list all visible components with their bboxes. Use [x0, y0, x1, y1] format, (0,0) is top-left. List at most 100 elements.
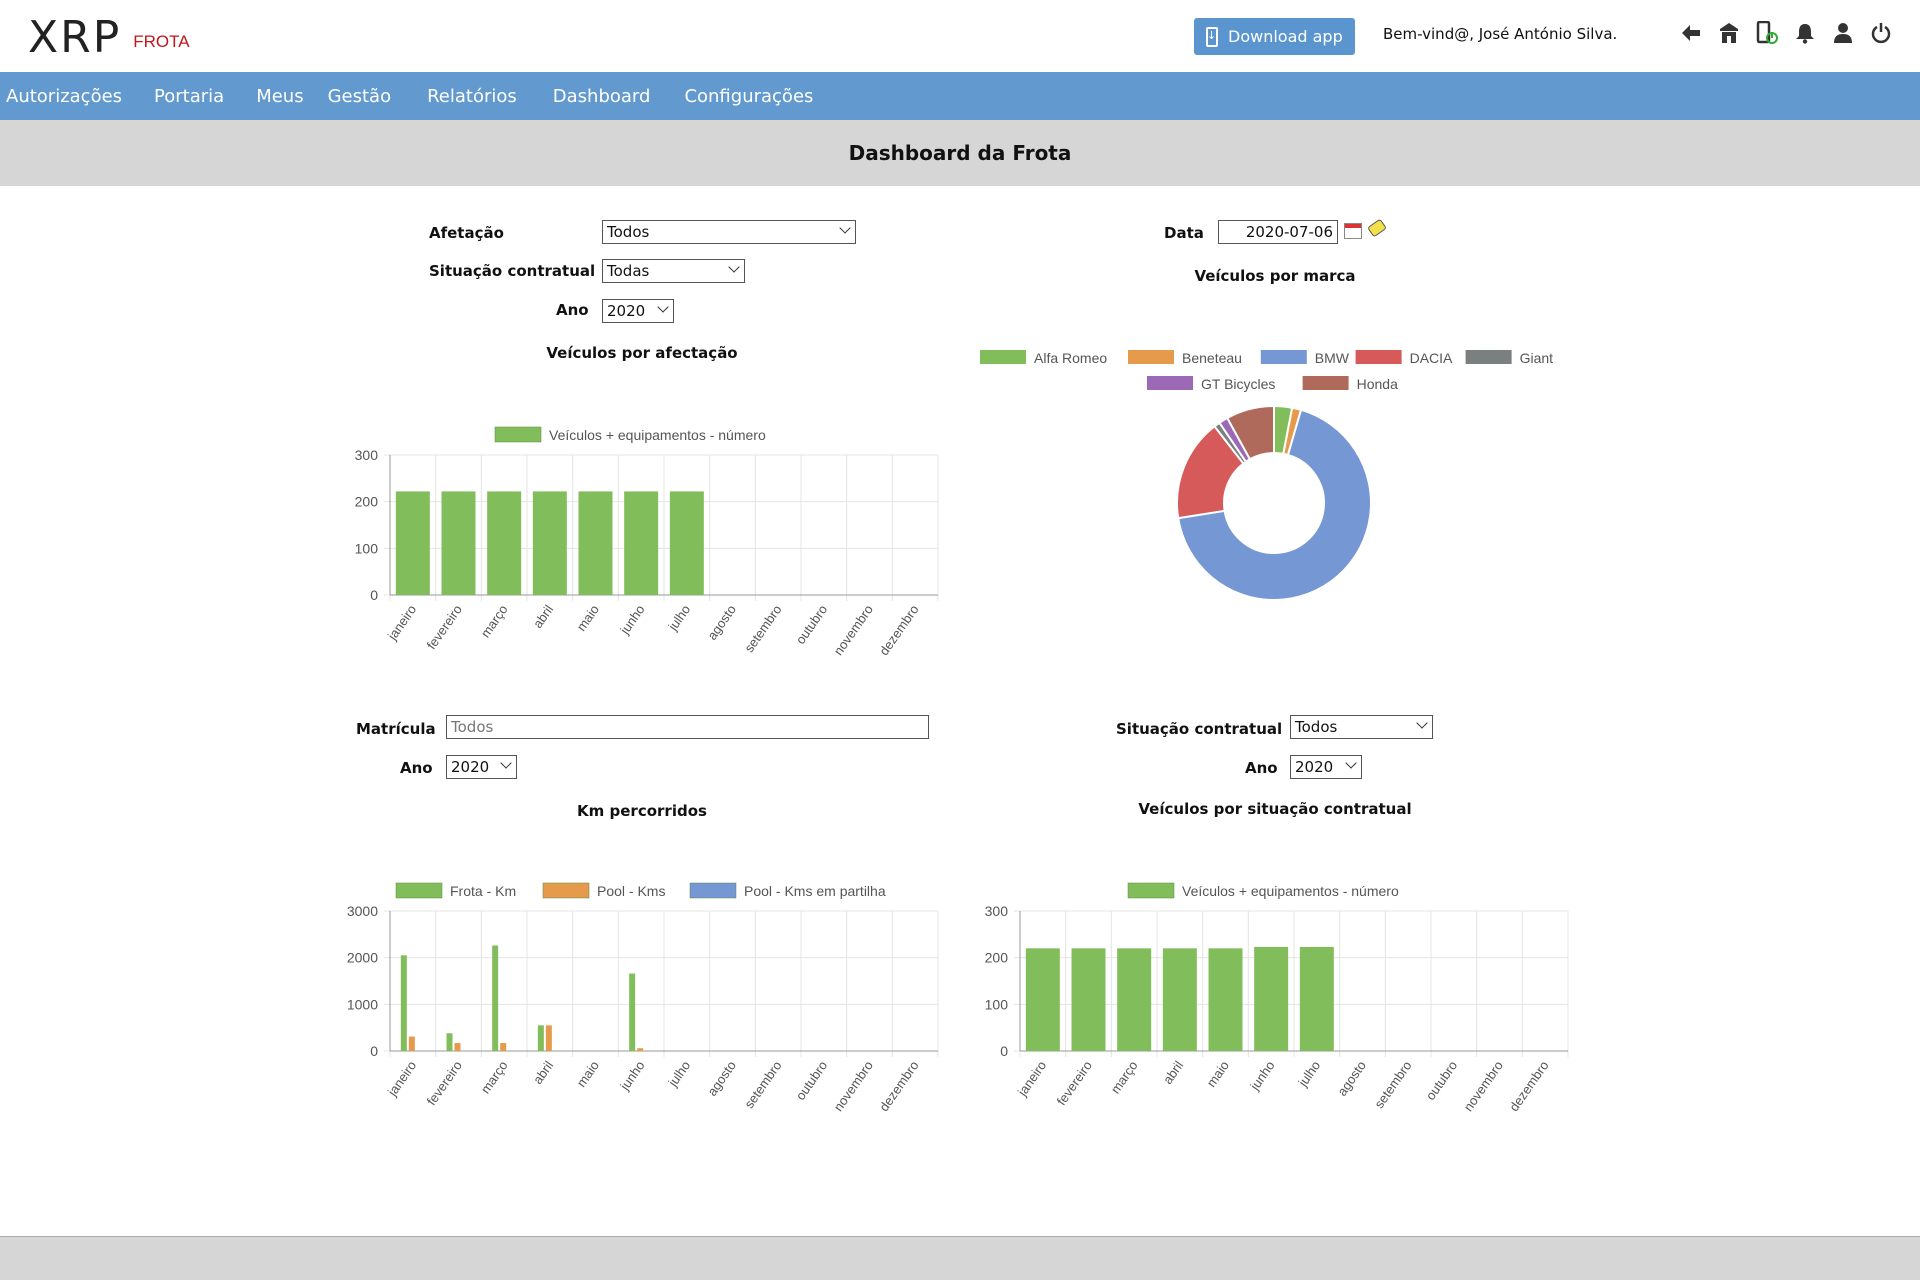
- download-app-button[interactable]: Download app: [1194, 18, 1355, 55]
- x-tick-label: maio: [574, 1058, 602, 1090]
- x-tick-label: julho: [665, 1058, 694, 1090]
- x-tick-label: dezembro: [876, 602, 921, 658]
- footer-bar: [0, 1236, 1920, 1280]
- bar-março: [487, 491, 522, 595]
- legend-swatch: [689, 882, 737, 899]
- legend-swatch: [395, 882, 443, 899]
- y-tick-label: 3000: [347, 903, 378, 919]
- bar-abril: [537, 1025, 544, 1051]
- y-tick-label: 300: [355, 447, 379, 463]
- y-tick-label: 0: [1000, 1043, 1008, 1059]
- afetacao-select[interactable]: Todos: [602, 220, 856, 244]
- data-label: Data: [1164, 224, 1204, 242]
- x-tick-label: maio: [574, 602, 602, 634]
- welcome-message: Bem-vind@, José António Silva.: [1383, 25, 1618, 43]
- bar-junho: [629, 973, 636, 1051]
- bar-junho: [624, 491, 659, 595]
- chart-title-km: Km percorridos: [577, 802, 707, 820]
- nav-gestao[interactable]: Gestão: [327, 85, 392, 107]
- bar-março: [492, 945, 499, 1051]
- x-tick-label: fevereiro: [424, 1058, 465, 1108]
- ano-label-km: Ano: [400, 759, 433, 777]
- bar-junho: [1254, 946, 1289, 1051]
- situacao-contratual-select[interactable]: Todas: [602, 259, 745, 283]
- bar-março: [500, 1043, 507, 1051]
- app-logo[interactable]: XRP FROTA: [28, 11, 190, 63]
- bell-icon[interactable]: [1794, 20, 1816, 46]
- slice-bmw: [1177, 408, 1372, 601]
- bar-janeiro: [1025, 948, 1060, 1051]
- back-arrow-icon[interactable]: [1680, 20, 1702, 46]
- x-tick-label: outubro: [793, 1058, 831, 1103]
- legend-swatch: [1302, 376, 1349, 390]
- y-tick-label: 200: [355, 494, 379, 510]
- header-icons: [1680, 20, 1892, 46]
- bar-janeiro: [395, 491, 430, 595]
- x-tick-label: agosto: [704, 1058, 739, 1099]
- legend-label: Honda: [1357, 376, 1398, 392]
- matricula-input[interactable]: Todos: [446, 715, 929, 739]
- chevron-down-icon: [728, 261, 740, 273]
- ano-select-km[interactable]: 2020: [446, 755, 517, 779]
- x-tick-label: novembro: [831, 602, 876, 658]
- situacao-contratual-select-2[interactable]: Todos: [1290, 715, 1433, 739]
- power-icon[interactable]: [1870, 20, 1892, 46]
- chart-title-situacao: Veículos por situação contratual: [1138, 800, 1412, 818]
- x-tick-label: novembro: [831, 1058, 876, 1114]
- bar-junho: [637, 1048, 644, 1051]
- page-title-bar: Dashboard da Frota: [0, 120, 1920, 186]
- legend-label: DACIA: [1410, 350, 1453, 366]
- y-tick-label: 1000: [347, 996, 378, 1012]
- nav-autorizacoes[interactable]: Autorizações: [6, 85, 123, 107]
- legend-label: Pool - Kms: [597, 883, 665, 899]
- nav-portaria[interactable]: Portaria: [154, 85, 225, 107]
- x-tick-label: abril: [1160, 1058, 1186, 1087]
- eraser-icon[interactable]: [1367, 218, 1387, 238]
- y-tick-label: 2000: [347, 950, 378, 966]
- legend-swatch: [1260, 350, 1307, 364]
- x-tick-label: janeiro: [1014, 1058, 1049, 1099]
- mobile-power-icon[interactable]: [1756, 20, 1778, 46]
- logo-text: XRP: [28, 11, 122, 63]
- building-icon[interactable]: [1718, 20, 1740, 46]
- legend-label: Frota - Km: [450, 883, 516, 899]
- x-tick-label: novembro: [1461, 1058, 1506, 1114]
- data-input[interactable]: 2020-07-06: [1218, 220, 1338, 244]
- nav-dashboard[interactable]: Dashboard: [552, 85, 651, 107]
- legend-label: BMW: [1315, 350, 1350, 366]
- y-tick-label: 300: [985, 903, 1009, 919]
- x-tick-label: janeiro: [384, 602, 419, 643]
- bar-abril: [532, 491, 567, 595]
- legend-swatch: [1127, 882, 1175, 899]
- x-tick-label: janeiro: [384, 1058, 419, 1099]
- situacao-contratual-label: Situação contratual: [429, 262, 596, 280]
- calendar-icon[interactable]: [1344, 223, 1362, 239]
- nav-relatorios[interactable]: Relatórios: [427, 85, 517, 107]
- x-tick-label: setembro: [1371, 1058, 1414, 1111]
- user-icon[interactable]: [1832, 20, 1854, 46]
- nav-configuracoes[interactable]: Configurações: [684, 85, 814, 107]
- ano-select-situacao[interactable]: 2020: [1290, 755, 1362, 779]
- main-nav: Autorizações Portaria Meus Gestão Relató…: [0, 72, 1920, 120]
- situacao-contratual-select-2-value: Todos: [1295, 718, 1338, 736]
- x-tick-label: outubro: [1423, 1058, 1461, 1103]
- legend-label: Veículos + equipamentos - número: [549, 427, 766, 443]
- slice-honda: [1225, 404, 1275, 461]
- x-tick-label: outubro: [793, 602, 831, 647]
- chart-title-marca: Veículos por marca: [1194, 267, 1356, 285]
- chevron-down-icon: [1345, 757, 1357, 769]
- ano-select[interactable]: 2020: [602, 299, 674, 323]
- chevron-down-icon: [1416, 717, 1428, 729]
- bar-fevereiro: [1071, 948, 1106, 1051]
- y-tick-label: 200: [985, 950, 1009, 966]
- nav-meus[interactable]: Meus: [256, 85, 304, 107]
- x-tick-label: dezembro: [1506, 1058, 1551, 1114]
- bar-maio: [578, 491, 613, 595]
- legend-label: Pool - Kms em partilha: [744, 883, 886, 899]
- bar-fevereiro: [446, 1033, 453, 1051]
- ano-select-situacao-value: 2020: [1295, 758, 1334, 776]
- y-tick-label: 100: [985, 996, 1009, 1012]
- x-tick-label: abril: [530, 602, 556, 631]
- legend-swatch: [980, 350, 1026, 364]
- x-tick-label: julho: [665, 602, 694, 634]
